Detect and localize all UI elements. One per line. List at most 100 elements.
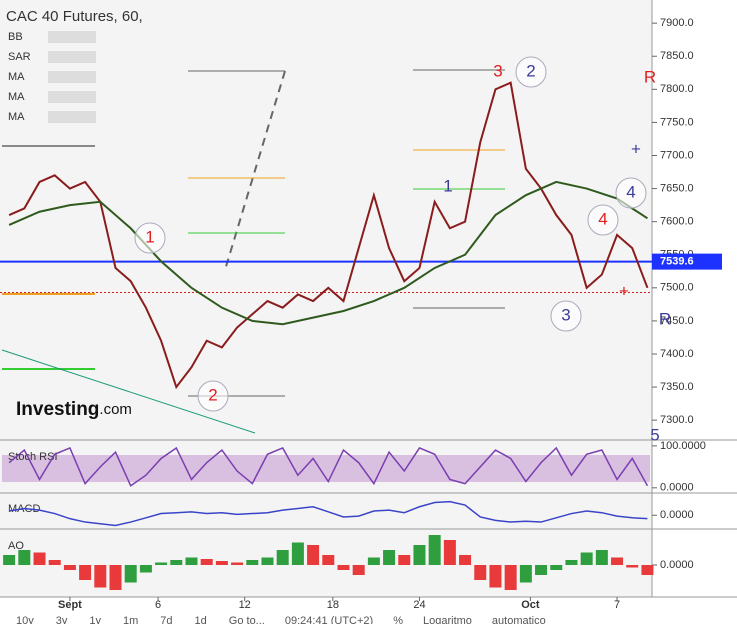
axis-bg xyxy=(652,0,737,624)
bar xyxy=(626,565,639,568)
line-series xyxy=(8,180,648,326)
bar xyxy=(246,560,259,565)
y-tick-label: 7650.0 xyxy=(660,182,694,194)
indicator-controls xyxy=(48,51,96,63)
toolbar-button[interactable]: 1y xyxy=(89,615,101,627)
annotation: R xyxy=(659,309,671,328)
indicator-controls xyxy=(48,111,96,123)
bar xyxy=(474,565,487,580)
price-label: 7539.6 xyxy=(660,256,694,268)
x-tick-label: 12 xyxy=(239,599,251,611)
bar xyxy=(443,540,456,565)
toolbar-button[interactable]: 7d xyxy=(160,615,172,627)
bar xyxy=(337,565,350,570)
indicator-controls xyxy=(48,31,96,43)
annotation: 3 xyxy=(493,61,502,80)
x-tick-label: 7 xyxy=(614,599,620,611)
bar xyxy=(231,562,244,565)
y-tick-label: 7350.0 xyxy=(660,381,694,393)
toolbar-button[interactable]: 1m xyxy=(123,615,138,627)
bar xyxy=(261,557,274,565)
bar xyxy=(413,545,426,565)
bar xyxy=(489,565,502,588)
annotation: + xyxy=(631,139,641,158)
bar xyxy=(352,565,365,575)
y-tick-label: 7800.0 xyxy=(660,83,694,95)
bar xyxy=(565,560,578,565)
y-tick-label: 7600.0 xyxy=(660,216,694,228)
toolbar-button[interactable]: automatico xyxy=(492,615,546,627)
bar xyxy=(185,557,198,565)
indicator-label: SAR xyxy=(8,51,31,63)
bar xyxy=(33,552,46,565)
bar xyxy=(79,565,92,580)
plot-bg xyxy=(0,0,652,597)
toolbar-button[interactable]: Logaritmo xyxy=(423,615,472,627)
line-series xyxy=(8,500,648,527)
toolbar-button[interactable]: Go to... xyxy=(229,615,265,627)
bar xyxy=(124,565,137,583)
price-label-bg xyxy=(652,253,722,270)
bar xyxy=(3,555,16,565)
y-tick-label: 7750.0 xyxy=(660,116,694,128)
bar xyxy=(580,552,593,565)
bar xyxy=(170,560,183,565)
indicator-label: MA xyxy=(8,71,25,83)
indicator-controls xyxy=(48,71,96,83)
annotation: + xyxy=(619,281,629,300)
bar xyxy=(63,565,76,570)
bar xyxy=(276,550,289,565)
y-tick-label: 7500.0 xyxy=(660,282,694,294)
annotation: 4 xyxy=(598,209,607,228)
logo-suffix: .com xyxy=(99,401,132,418)
chart-title: CAC 40 Futures, 60, xyxy=(6,8,143,25)
y-tick-label: 0.0000 xyxy=(660,559,694,571)
toolbar-button[interactable]: % xyxy=(393,615,403,627)
logo-text: Investing xyxy=(16,399,99,420)
indicator-label: MA xyxy=(8,111,25,123)
annotation: 2 xyxy=(526,61,535,80)
y-tick-label: 0.0000 xyxy=(660,509,694,521)
bar xyxy=(535,565,548,575)
annotation: 3 xyxy=(561,305,570,324)
bar xyxy=(641,565,654,575)
toolbar-button[interactable]: 3y xyxy=(56,615,68,627)
annotation: 2 xyxy=(208,385,217,404)
annotation: 1 xyxy=(443,176,452,195)
panel-separators xyxy=(0,0,737,598)
bar xyxy=(383,550,396,565)
bar xyxy=(48,560,61,565)
bar xyxy=(398,555,411,565)
logo: Investing.com xyxy=(16,399,132,420)
annotation-circle xyxy=(197,380,229,412)
annotation-circle xyxy=(550,300,582,332)
toolbar-button[interactable]: 10y xyxy=(16,615,34,627)
bar xyxy=(322,555,335,565)
toolbar-button[interactable]: 09:24:41 (UTC+2) xyxy=(285,615,373,627)
bar xyxy=(139,565,152,573)
x-tick-label: 18 xyxy=(327,599,339,611)
annotation-circle xyxy=(587,204,619,236)
y-tick-label: 100.0000 xyxy=(660,440,706,452)
bar xyxy=(459,555,472,565)
y-tick-label: 7300.0 xyxy=(660,414,694,426)
annotation: 1 xyxy=(145,227,154,246)
line-series xyxy=(8,446,649,487)
annotation: 4 xyxy=(626,182,635,201)
bar xyxy=(595,550,608,565)
annotation-circle xyxy=(515,56,547,88)
toolbar-button[interactable]: 1d xyxy=(195,615,207,627)
y-tick-label: 0.0000 xyxy=(660,482,694,494)
bar xyxy=(611,557,624,565)
y-tick-label: 7850.0 xyxy=(660,50,694,62)
annotation-circle xyxy=(615,177,647,209)
x-tick-label: Oct xyxy=(521,599,540,611)
annotation-circle xyxy=(134,222,166,254)
bar xyxy=(18,550,31,565)
bar xyxy=(155,562,168,565)
bar xyxy=(94,565,107,588)
bar xyxy=(215,561,228,565)
bar xyxy=(504,565,517,590)
bar xyxy=(291,542,304,565)
